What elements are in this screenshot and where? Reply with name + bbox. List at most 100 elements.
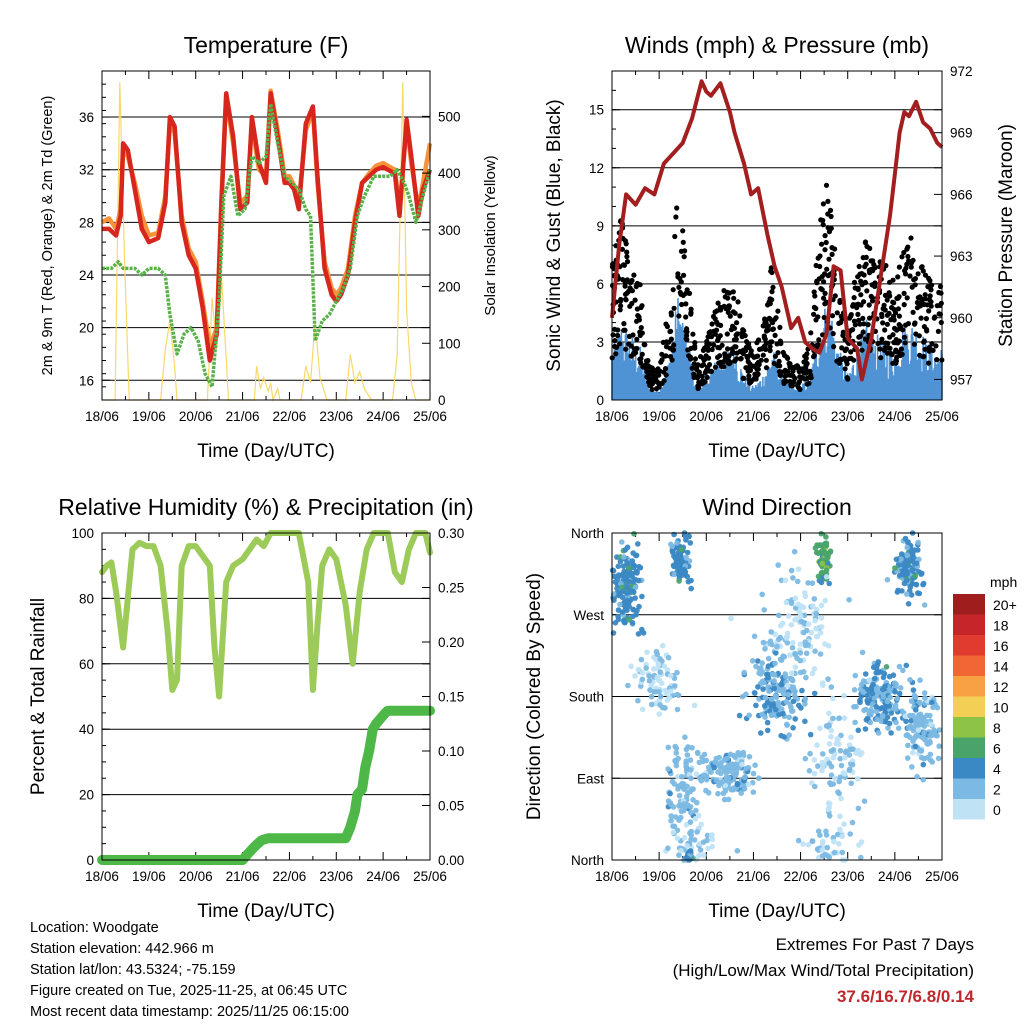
gust-point — [927, 293, 933, 299]
direction-point — [695, 812, 702, 819]
direction-point — [797, 650, 804, 656]
direction-point — [762, 714, 768, 720]
extremes-panel: Extremes For Past 7 Days (High/Low/Max W… — [673, 932, 974, 1010]
direction-point — [743, 765, 750, 772]
direction-point — [834, 831, 841, 838]
gust-point — [896, 294, 902, 300]
gust-point — [884, 321, 891, 327]
gust-point — [917, 303, 924, 309]
direction-point — [890, 672, 897, 678]
direction-point — [802, 590, 808, 596]
x-tick-label: 19/06 — [642, 409, 676, 424]
direction-point — [752, 762, 758, 768]
gust-point — [663, 344, 670, 350]
gust-point — [776, 358, 782, 364]
direction-point — [847, 831, 853, 837]
gust-point — [748, 351, 754, 357]
direction-point — [863, 717, 870, 723]
direction-point — [893, 556, 900, 563]
gust-point — [811, 352, 817, 359]
gust-point — [901, 334, 908, 340]
direction-point — [665, 744, 672, 751]
gust-point — [633, 350, 639, 356]
gust-point — [869, 295, 876, 301]
direction-point — [621, 619, 628, 626]
gust-point — [663, 372, 669, 378]
direction-point — [786, 714, 792, 721]
direction-point — [936, 727, 943, 733]
direction-point — [897, 685, 904, 691]
direction-point — [773, 706, 779, 713]
direction-point — [624, 590, 630, 596]
gust-point — [734, 320, 740, 326]
direction-point — [691, 702, 698, 709]
direction-point — [907, 584, 914, 590]
direction-point — [888, 730, 894, 736]
direction-point — [694, 749, 701, 756]
direction-point — [819, 680, 826, 686]
direction-point — [684, 783, 690, 790]
direction-point — [915, 547, 921, 553]
direction-point — [629, 573, 635, 580]
gust-point — [674, 205, 680, 211]
direction-point — [791, 687, 798, 694]
direction-point — [904, 552, 911, 558]
gust-point — [882, 327, 888, 333]
direction-point — [780, 710, 786, 717]
direction-point — [915, 727, 922, 733]
direction-point — [696, 759, 703, 766]
direction-point — [719, 778, 726, 785]
gust-point — [727, 313, 733, 319]
gust-point — [922, 346, 928, 352]
direction-point — [792, 716, 798, 722]
gust-point — [918, 315, 924, 321]
gust-point — [920, 268, 926, 274]
direction-point — [779, 620, 786, 627]
direction-point — [771, 678, 777, 684]
direction-point — [811, 666, 818, 672]
gust-point — [820, 222, 826, 228]
direction-point — [833, 740, 839, 747]
direction-point — [665, 766, 671, 772]
gust-point — [916, 333, 922, 339]
legend-label: 20+ — [993, 597, 1017, 613]
direction-point — [694, 829, 700, 835]
direction-point — [765, 674, 771, 681]
gust-point — [861, 299, 867, 305]
gust-point — [905, 244, 911, 250]
gust-point — [754, 372, 761, 378]
direction-point — [917, 721, 924, 728]
direction-point — [823, 567, 830, 573]
y-right-tick-label: 0.20 — [438, 635, 464, 650]
gust-point — [777, 372, 784, 378]
direction-point — [655, 677, 662, 683]
gust-point — [886, 290, 892, 296]
direction-point — [842, 771, 848, 777]
direction-point — [818, 530, 825, 537]
direction-point — [809, 580, 816, 586]
gust-point — [890, 332, 896, 338]
plot-frame — [611, 532, 943, 861]
direction-point — [656, 711, 663, 717]
gust-point — [796, 380, 802, 386]
gust-point — [928, 299, 934, 305]
direction-point — [784, 630, 791, 637]
gust-point — [722, 351, 728, 357]
gust-point — [803, 363, 809, 369]
gust-point — [910, 309, 916, 315]
direction-point — [687, 540, 694, 546]
direction-point — [775, 699, 782, 706]
direction-point — [813, 625, 820, 632]
direction-point — [750, 789, 757, 795]
chart-title: Winds (mph) & Pressure (mb) — [625, 32, 929, 58]
direction-point — [788, 567, 795, 574]
gust-point — [904, 261, 910, 267]
direction-point — [841, 821, 847, 827]
gust-point — [937, 302, 943, 308]
gust-point — [825, 198, 831, 204]
y-tick-label: 16 — [79, 373, 94, 388]
y-right-tick-label: 300 — [438, 223, 461, 238]
direction-point — [688, 809, 694, 816]
gust-point — [813, 305, 819, 312]
direction-point — [617, 601, 623, 608]
